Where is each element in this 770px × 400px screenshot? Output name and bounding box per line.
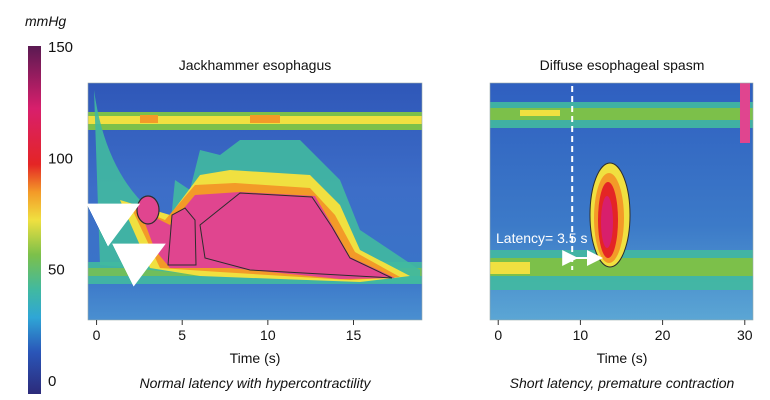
x-tick-label: 0 [494,327,502,343]
x-tick-label: 15 [346,327,362,343]
panel-diffuse-spasm: Diffuse esophageal spasm 0 10 20 30 Time (s… [489,57,754,391]
x-tick-label: 30 [737,327,753,343]
x-tick-label: 5 [178,327,186,343]
x-ticks-left: 0 5 10 15 [93,320,362,343]
caption-left: Normal latency with hypercontractility [139,375,371,391]
panel-title-right: Diffuse esophageal spasm [540,57,705,73]
colorbar-tick-label: 100 [48,150,73,167]
latency-annotation: Latency= 3.5 s [496,86,603,270]
x-tick-label: 10 [260,327,276,343]
colorbar: mmHg 0 50 100 150 [25,13,73,394]
colorbar-tick-label: 0 [48,373,56,390]
annotation-arrow [86,203,141,247]
arrows-left [86,203,166,287]
colorbar-unit: mmHg [25,13,66,29]
x-tick-label: 20 [655,327,671,343]
latency-label: Latency= 3.5 s [496,230,587,246]
panel-title-left: Jackhammer esophagus [179,57,332,73]
colorbar-ticks: 0 50 100 150 [48,39,73,390]
annotation-arrow [112,243,166,287]
heatmap-left [88,83,422,320]
colorbar-gradient [28,46,41,394]
caption-right: Short latency, premature contraction [510,375,735,391]
colorbar-tick-label: 150 [48,39,73,56]
colorbar-tick-label: 50 [48,262,65,279]
x-ticks-right: 0 10 20 30 [494,320,753,343]
x-tick-label: 0 [93,327,101,343]
x-tick-label: 10 [573,327,589,343]
x-axis-label-right: Time (s) [597,350,648,366]
panel-jackhammer: Jackhammer esophagus 0 5 10 15 Time (s) Nor… [86,57,423,391]
heatmap-right [490,83,753,320]
x-axis-label-left: Time (s) [230,350,281,366]
